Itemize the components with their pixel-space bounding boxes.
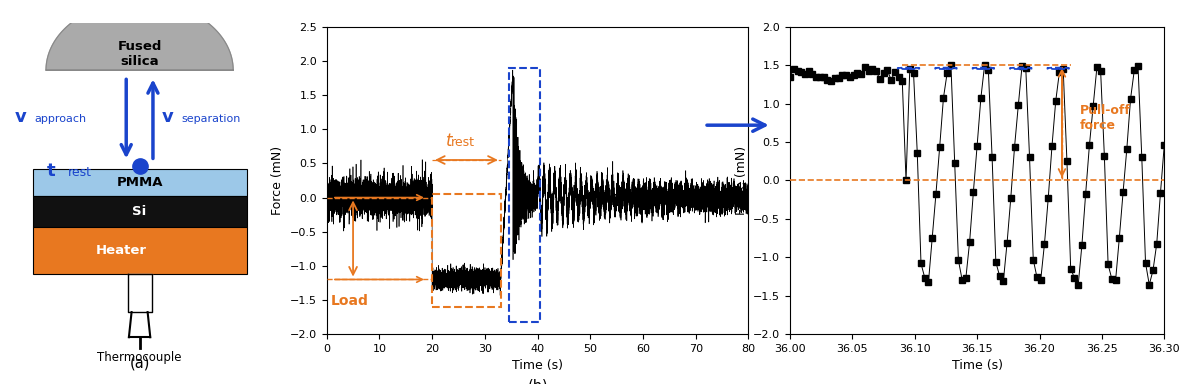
Text: Thermocouple: Thermocouple (97, 351, 182, 364)
Text: Fused
silica: Fused silica (118, 40, 162, 68)
Text: Heater: Heater (95, 244, 146, 257)
Bar (33, 169, 247, 196)
Y-axis label: Force (mN): Force (mN) (271, 146, 284, 215)
Text: rest: rest (68, 166, 91, 179)
Text: Load: Load (331, 295, 368, 308)
Text: (a): (a) (129, 355, 150, 370)
Text: $\mathbf{t}$: $\mathbf{t}$ (46, 162, 56, 180)
Text: $t$: $t$ (446, 132, 454, 151)
Text: rest: rest (450, 136, 474, 149)
Text: $\mathbf{v}$: $\mathbf{v}$ (162, 108, 175, 126)
Polygon shape (46, 1, 233, 70)
X-axis label: Time (s): Time (s) (512, 359, 563, 372)
Polygon shape (127, 275, 152, 312)
Text: PMMA: PMMA (116, 176, 163, 189)
Bar (33, 227, 247, 275)
Text: (b): (b) (527, 379, 548, 384)
Y-axis label: Force (mN): Force (mN) (734, 146, 747, 215)
Text: Si: Si (133, 205, 146, 218)
Bar (33, 196, 247, 227)
Text: approach: approach (34, 114, 87, 124)
FancyArrowPatch shape (707, 119, 765, 131)
X-axis label: Time (s): Time (s) (952, 359, 1003, 372)
Text: Pull-off
force: Pull-off force (1080, 104, 1130, 131)
Text: separation: separation (181, 114, 240, 124)
Bar (508, 68, 541, 322)
Text: $\mathbf{v}$: $\mathbf{v}$ (14, 108, 27, 126)
Bar (432, 194, 500, 307)
